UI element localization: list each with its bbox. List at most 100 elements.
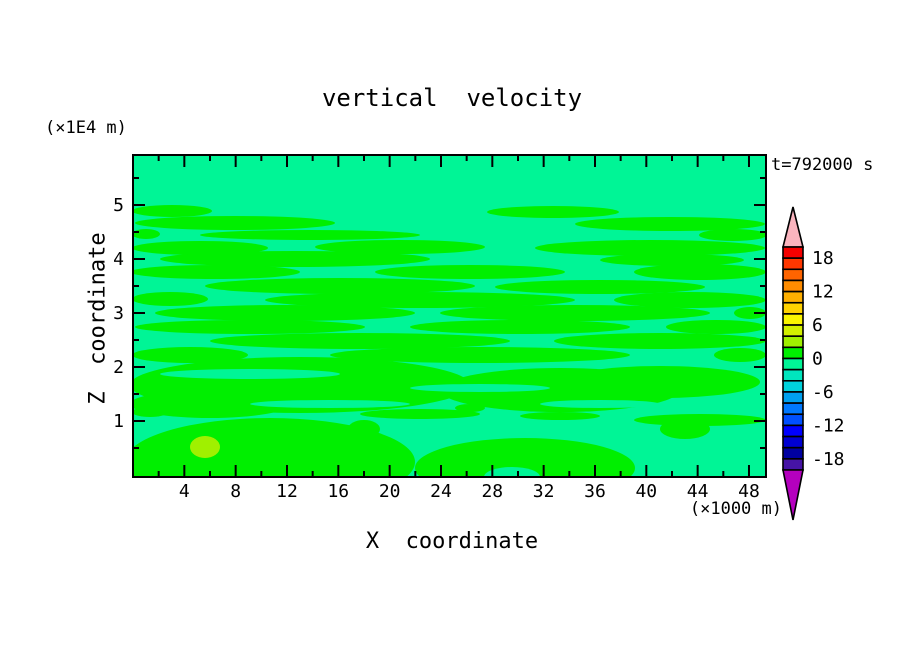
x-tick-label: 36	[584, 481, 606, 502]
colorbar-over-triangle	[781, 206, 805, 248]
x-tick-label: 20	[379, 481, 401, 502]
colorbar-band	[782, 402, 804, 416]
x-tick-label: 40	[635, 481, 657, 502]
colorbar-band	[782, 335, 804, 349]
updraft-streak	[210, 333, 510, 349]
colorbar-band	[782, 257, 804, 271]
updraft-streak	[560, 366, 760, 398]
colorbar-band	[782, 324, 804, 337]
x-tick-label: 24	[430, 481, 452, 502]
updraft-streak	[699, 229, 766, 241]
y-tick-label: 2	[113, 357, 124, 378]
updraft-streak	[135, 320, 365, 334]
updraft-streak	[490, 400, 530, 408]
colorbar-band	[782, 357, 804, 371]
colorbar-band	[782, 424, 804, 438]
y-axis-unit-label: (×1E4 m)	[45, 118, 127, 138]
y-axis-title: Z coordinate	[85, 232, 111, 405]
background-streak	[160, 369, 340, 379]
plot-frame	[132, 154, 767, 478]
x-axis-unit-label: (×1000 m)	[689, 499, 782, 519]
colorbar-band	[782, 379, 804, 393]
colorbar-label: 6	[812, 315, 823, 336]
colorbar-label: 12	[812, 282, 834, 303]
updraft-streak	[133, 292, 208, 306]
background-streak	[540, 400, 660, 408]
x-tick-label: 48	[738, 481, 760, 502]
updraft-streak	[415, 438, 635, 477]
updraft-streak	[455, 404, 485, 412]
background-streak	[410, 384, 550, 392]
time-annotation: t=792000 s	[771, 155, 874, 175]
contour-field	[133, 155, 766, 477]
updraft-streak	[714, 348, 766, 362]
x-tick-label: 28	[481, 481, 503, 502]
updraft-streak	[554, 333, 766, 349]
colorbar-band	[782, 446, 804, 460]
updraft-streak	[200, 230, 420, 240]
updraft-streak	[520, 412, 600, 420]
background-streak	[250, 400, 410, 408]
updraft-streak	[666, 320, 766, 334]
x-tick-label: 16	[327, 481, 349, 502]
updraft-streak	[360, 409, 480, 419]
colorbar-band	[782, 290, 804, 304]
updraft-streak	[135, 216, 335, 230]
x-tick-label: 44	[687, 481, 709, 502]
updraft-streak	[133, 229, 160, 239]
colorbar-band	[782, 246, 804, 259]
colorbar-band	[782, 268, 804, 282]
colorbar-band	[782, 301, 804, 315]
background-streak	[484, 467, 540, 477]
updraft-streak	[575, 217, 765, 231]
updraft-streak	[155, 305, 415, 321]
updraft-streak	[495, 280, 705, 294]
plot-title: vertical velocity	[321, 84, 583, 112]
y-tick-label: 3	[113, 303, 124, 324]
updraft-streak	[265, 292, 575, 308]
colorbar-label: -12	[812, 415, 845, 436]
colorbar-band	[782, 458, 804, 471]
updraft-streak	[410, 320, 630, 334]
updraft-streak	[660, 419, 710, 439]
colorbar-band	[782, 391, 804, 404]
x-axis-title: X coordinate	[365, 529, 539, 554]
updraft-streak	[133, 265, 300, 279]
x-tick-label: 8	[230, 481, 241, 502]
colorbar-band	[782, 279, 804, 293]
axis-ticks	[133, 155, 766, 477]
updraft-streak	[440, 305, 710, 321]
updraft-streak	[133, 418, 415, 477]
updraft-streak	[734, 307, 766, 319]
updraft-streak	[315, 240, 485, 254]
y-tick-label: 4	[113, 249, 124, 270]
y-tick-label: 5	[113, 195, 124, 216]
colorbar-label: 18	[812, 248, 834, 269]
updraft-streak	[330, 347, 630, 363]
colorbar-band	[782, 413, 804, 427]
y-tick-label: 1	[113, 411, 124, 432]
updraft-streak	[375, 265, 565, 279]
updraft-streak	[487, 206, 619, 218]
x-tick-label: 32	[533, 481, 555, 502]
peak-updraft-cell	[190, 436, 220, 458]
x-tick-label: 12	[276, 481, 298, 502]
colorbar-label: -18	[812, 449, 845, 470]
x-tick-label: 4	[179, 481, 190, 502]
updraft-streak	[133, 390, 290, 418]
colorbar-under-triangle	[782, 469, 804, 521]
updraft-streak	[133, 205, 212, 217]
colorbar	[781, 206, 805, 521]
updraft-streak	[133, 347, 248, 363]
updraft-streak	[133, 407, 168, 417]
colorbar-band	[782, 435, 804, 449]
colorbar-band	[782, 346, 804, 360]
updraft-streak	[133, 241, 268, 255]
colorbar-label: 0	[812, 349, 823, 370]
colorbar-band	[782, 368, 804, 382]
colorbar-label: -6	[812, 382, 834, 403]
updraft-streak	[535, 240, 765, 256]
updraft-streak	[614, 292, 766, 308]
updraft-streak	[160, 251, 430, 267]
